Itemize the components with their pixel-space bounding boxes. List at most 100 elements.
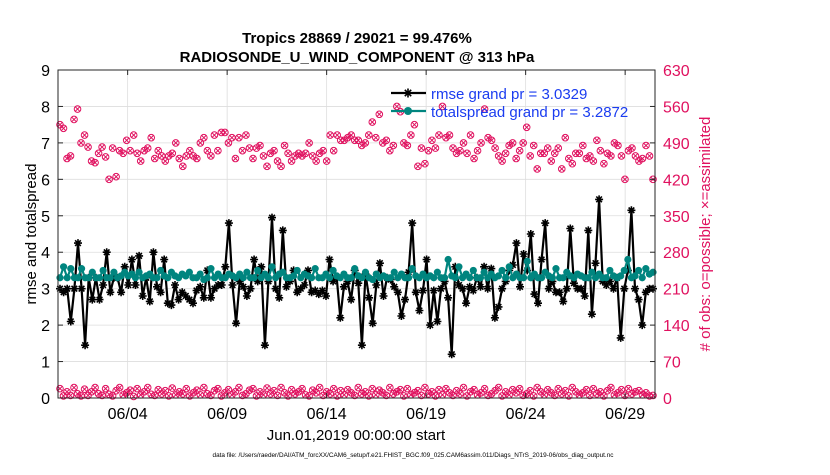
obs-possible-marker bbox=[470, 385, 478, 394]
obs-point bbox=[277, 162, 285, 171]
obs-assimilated-marker bbox=[211, 387, 218, 394]
y-tick-label: 2 bbox=[41, 318, 50, 335]
obs-possible-marker bbox=[364, 392, 373, 400]
obs-possible-marker bbox=[512, 154, 520, 163]
obs-point bbox=[224, 139, 233, 147]
obs-assimilated-marker bbox=[134, 150, 140, 157]
obs-assimilated-marker bbox=[555, 385, 562, 392]
rmse-point bbox=[271, 284, 280, 293]
y-axis-left: 0 1 2 3 4 5 6 7 8 9 bbox=[41, 63, 63, 408]
obs-possible-marker bbox=[263, 384, 271, 392]
obs-possible-marker bbox=[329, 146, 338, 155]
obs-possible-marker bbox=[382, 391, 391, 400]
obs-point bbox=[561, 386, 570, 395]
obs-possible-marker bbox=[375, 110, 384, 119]
obs-assimilated-marker bbox=[527, 387, 533, 394]
obs-point bbox=[561, 133, 570, 142]
spread-point bbox=[207, 265, 215, 273]
obs-assimilated-marker bbox=[180, 391, 186, 397]
obs-point bbox=[607, 383, 615, 392]
obs-assimilated-marker bbox=[123, 390, 130, 396]
obs-point bbox=[186, 146, 194, 155]
obs-assimilated-marker bbox=[351, 392, 358, 399]
spread-point bbox=[638, 274, 646, 282]
spread-point bbox=[642, 265, 650, 273]
obs-possible-marker bbox=[129, 131, 138, 139]
obs-assimilated-marker bbox=[471, 386, 477, 393]
obs-assimilated-marker bbox=[102, 154, 109, 160]
legend-rmse-star bbox=[403, 88, 413, 98]
obs-possible-marker bbox=[273, 157, 282, 165]
obs-possible-marker bbox=[614, 141, 622, 150]
spread-point bbox=[358, 274, 366, 282]
obs-possible-marker bbox=[80, 131, 89, 139]
x-tick-label: 06/24 bbox=[506, 406, 546, 423]
rmse-point bbox=[375, 259, 384, 268]
rmse-point bbox=[577, 284, 586, 293]
spread-point bbox=[88, 268, 96, 276]
obs-assimilated-marker bbox=[158, 153, 165, 159]
obs-point bbox=[94, 149, 103, 158]
spread-point bbox=[99, 266, 107, 275]
obs-assimilated-marker bbox=[123, 137, 130, 144]
obs-assimilated-marker bbox=[253, 145, 260, 151]
obs-possible-marker bbox=[150, 154, 159, 163]
obs-assimilated-marker bbox=[169, 150, 176, 157]
y2-tick-label: 280 bbox=[663, 245, 690, 262]
obs-possible-marker bbox=[631, 387, 640, 396]
obs-possible-marker bbox=[554, 384, 563, 393]
obs-point bbox=[91, 158, 99, 167]
obs-assimilated-marker bbox=[162, 158, 169, 164]
y2-tick-label: 70 bbox=[663, 355, 681, 372]
spread-point bbox=[430, 274, 438, 282]
obs-possible-marker bbox=[70, 115, 78, 124]
obs-point bbox=[628, 144, 636, 152]
obs-possible-marker bbox=[463, 149, 471, 158]
obs-possible-marker bbox=[547, 157, 556, 165]
obs-point bbox=[624, 384, 633, 393]
obs-possible-marker bbox=[112, 172, 120, 181]
obs-assimilated-marker bbox=[464, 150, 470, 157]
obs-possible-marker bbox=[621, 175, 629, 184]
rmse-point bbox=[605, 277, 614, 286]
footer-datafile: data file: /Users/raeder/DAI/ATM_forcXX/… bbox=[213, 452, 615, 459]
obs-possible-marker bbox=[494, 383, 503, 392]
obs-possible-marker bbox=[186, 146, 194, 155]
obs-assimilated-marker bbox=[285, 150, 291, 157]
obs-possible-marker bbox=[459, 139, 468, 147]
rmse-point bbox=[189, 299, 197, 308]
obs-possible-marker bbox=[273, 391, 282, 400]
obs-possible-marker bbox=[179, 390, 187, 398]
obs-possible-marker bbox=[480, 105, 489, 113]
obs-point bbox=[364, 131, 373, 139]
obs-possible-marker bbox=[519, 391, 527, 400]
obs-point bbox=[179, 390, 187, 398]
rmse-point bbox=[634, 295, 643, 304]
obs-possible-marker bbox=[579, 141, 587, 150]
y-tick-label: 5 bbox=[41, 209, 50, 226]
obs-assimilated-marker bbox=[516, 385, 523, 392]
legend-rmse-label: rmse grand pr = 3.0329 bbox=[431, 86, 587, 103]
obs-assimilated-marker bbox=[306, 140, 312, 146]
obs-possible-marker bbox=[235, 133, 243, 142]
obs-possible-marker bbox=[414, 162, 422, 171]
obs-possible-marker bbox=[582, 385, 591, 394]
rmse-point bbox=[124, 281, 133, 289]
obs-assimilated-marker bbox=[492, 145, 498, 151]
obs-possible-marker bbox=[200, 383, 208, 392]
obs-assimilated-marker bbox=[99, 392, 105, 399]
rmse-point bbox=[379, 292, 388, 300]
obs-possible-marker bbox=[126, 146, 134, 155]
obs-possible-marker bbox=[101, 153, 110, 161]
obs-point bbox=[568, 159, 577, 168]
spread-point bbox=[584, 274, 592, 282]
obs-point bbox=[614, 141, 622, 150]
obs-assimilated-marker bbox=[474, 147, 481, 154]
spread-point bbox=[440, 274, 449, 282]
rmse-point bbox=[462, 299, 471, 308]
obs-assimilated-marker bbox=[320, 147, 326, 154]
obs-point bbox=[547, 157, 556, 165]
obs-assimilated-marker bbox=[299, 385, 305, 392]
obs-possible-marker bbox=[354, 136, 363, 145]
obs-point bbox=[333, 131, 342, 139]
